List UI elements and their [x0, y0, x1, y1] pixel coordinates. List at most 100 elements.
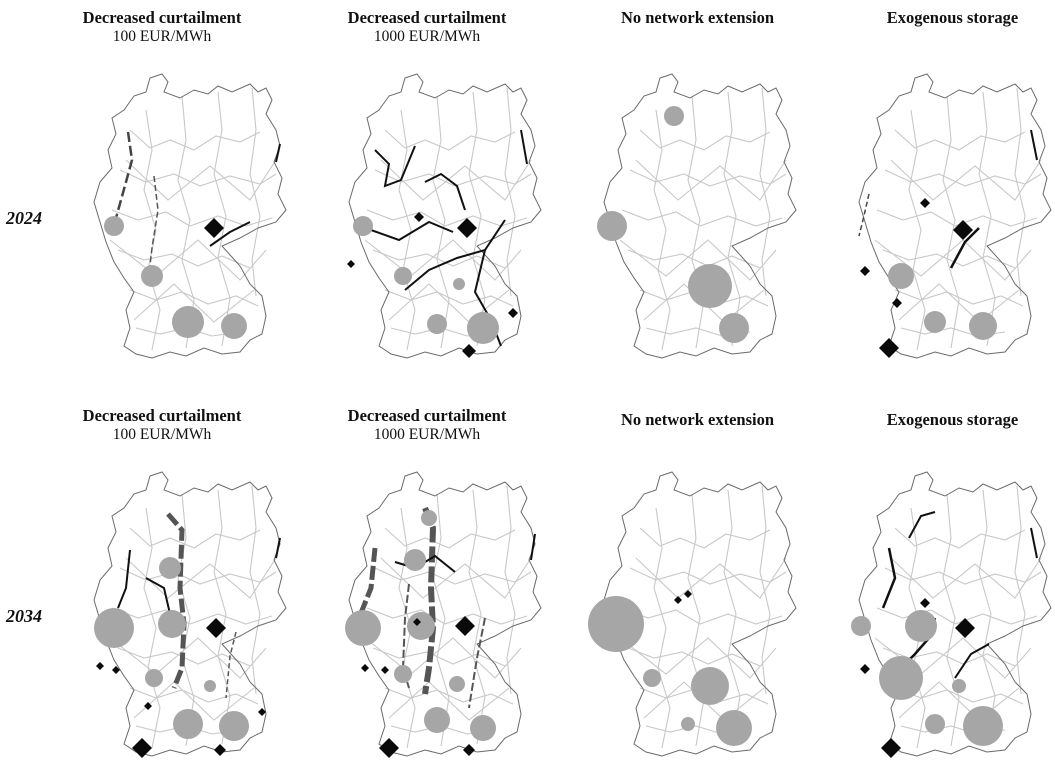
- panel-title-text: No network extension: [620, 8, 775, 27]
- grey-circle-marker: [221, 313, 247, 339]
- network-line: [954, 643, 990, 679]
- black-diamond-marker: [881, 738, 901, 758]
- grey-circle-marker: [407, 612, 435, 640]
- panel-subtitle-text: 100 EUR/MWh: [112, 426, 212, 443]
- black-diamond-marker: [463, 744, 475, 756]
- network-line: [275, 143, 281, 163]
- black-diamond-marker: [112, 666, 120, 674]
- black-diamond-marker: [457, 218, 477, 238]
- map-r2-c3: [588, 472, 796, 756]
- grey-circle-marker: [141, 265, 163, 287]
- black-diamond-marker: [462, 344, 476, 358]
- black-diamond-marker: [204, 218, 224, 238]
- map-r2-c4: [851, 472, 1051, 758]
- panel-title-text: Exogenous storage: [886, 410, 1019, 429]
- network-line: [949, 227, 980, 269]
- black-diamond-marker: [953, 220, 973, 240]
- black-diamond-marker: [892, 298, 902, 308]
- panel-title-r1-c4: Exogenous storage: [850, 8, 1055, 27]
- black-diamond-marker: [674, 596, 682, 604]
- panel-title-r1-c1: Decreased curtailment 100 EUR/MWh: [62, 8, 262, 46]
- network-line: [370, 220, 454, 242]
- panel-title-r1-c3: No network extension: [585, 8, 810, 27]
- black-diamond-marker: [96, 662, 104, 670]
- map-r2-c1: [94, 472, 286, 758]
- grey-circle-marker: [888, 263, 914, 289]
- network-line: [1030, 527, 1038, 559]
- black-diamond-marker: [684, 590, 692, 598]
- grey-circle-marker: [688, 264, 732, 308]
- grey-circle-marker: [467, 312, 499, 344]
- grey-circle-marker: [924, 311, 946, 333]
- grey-circle-marker: [345, 610, 381, 646]
- grey-circle-marker: [158, 610, 186, 638]
- black-diamond-marker: [955, 618, 975, 638]
- map-r1-c1: [94, 74, 286, 358]
- panel-title-r2-c3: No network extension: [585, 410, 810, 429]
- grey-circle-marker: [664, 106, 684, 126]
- panel-subtitle-text: 1000 EUR/MWh: [373, 28, 481, 45]
- network-line: [225, 631, 237, 699]
- black-diamond-marker: [347, 260, 355, 268]
- panel-subtitle-text: 1000 EUR/MWh: [373, 426, 481, 443]
- panel-title-r2-c2: Decreased curtailment 1000 EUR/MWh: [322, 406, 532, 444]
- panel-title-r2-c1: Decreased curtailment 100 EUR/MWh: [62, 406, 262, 444]
- grey-circle-marker: [172, 306, 204, 338]
- black-diamond-marker: [361, 664, 369, 672]
- network-line: [166, 512, 187, 689]
- grey-circle-marker: [716, 710, 752, 746]
- panel-title-text: Decreased curtailment: [82, 406, 242, 425]
- grey-circle-marker: [427, 314, 447, 334]
- grey-circle-marker: [952, 679, 966, 693]
- grey-circle-marker: [404, 549, 426, 571]
- panel-subtitle-text: 100 EUR/MWh: [112, 28, 212, 45]
- grey-circle-marker: [719, 313, 749, 343]
- panel-title-text: Exogenous storage: [886, 8, 1019, 27]
- grey-circle-marker: [353, 216, 373, 236]
- row-label-2024: 2024: [6, 208, 42, 228]
- grey-circle-marker: [421, 510, 437, 526]
- black-diamond-marker: [920, 198, 930, 208]
- grey-circle-marker: [879, 656, 923, 700]
- network-line: [404, 219, 506, 291]
- grey-circle-marker: [159, 557, 181, 579]
- network-line: [117, 549, 131, 609]
- network-line: [422, 506, 437, 695]
- black-diamond-marker: [860, 266, 870, 276]
- grey-circle-marker: [963, 706, 1003, 746]
- black-diamond-marker: [379, 738, 399, 758]
- black-diamond-marker: [214, 744, 226, 756]
- black-diamond-marker: [508, 308, 518, 318]
- network-line: [374, 145, 416, 188]
- map-r1-c4: [858, 74, 1051, 358]
- network-line: [424, 172, 466, 211]
- grey-circle-marker: [453, 278, 465, 290]
- grey-circle-marker: [851, 616, 871, 636]
- network-line: [275, 537, 281, 559]
- black-diamond-marker: [144, 702, 152, 710]
- grey-circle-marker: [691, 667, 729, 705]
- network-line: [908, 511, 936, 539]
- panel-title-r1-c2: Decreased curtailment 1000 EUR/MWh: [322, 8, 532, 46]
- network-line: [520, 129, 528, 165]
- grey-circle-marker: [394, 665, 412, 683]
- network-line: [858, 193, 870, 237]
- network-line: [468, 617, 486, 709]
- panel-title-text: Decreased curtailment: [347, 8, 507, 27]
- panel-title-text: Decreased curtailment: [82, 8, 242, 27]
- black-diamond-marker: [920, 598, 930, 608]
- network-line: [530, 533, 536, 561]
- grey-circle-marker: [94, 608, 134, 648]
- grey-circle-marker: [219, 711, 249, 741]
- network-line: [209, 221, 251, 247]
- grey-circle-marker: [905, 610, 937, 642]
- grey-circle-marker: [588, 596, 644, 652]
- grey-circle-marker: [597, 211, 627, 241]
- black-diamond-marker: [879, 338, 899, 358]
- grey-circle-marker: [104, 216, 124, 236]
- black-diamond-marker: [258, 708, 266, 716]
- black-diamond-marker: [413, 618, 421, 626]
- panel-title-text: Decreased curtailment: [347, 406, 507, 425]
- grey-circle-marker: [925, 714, 945, 734]
